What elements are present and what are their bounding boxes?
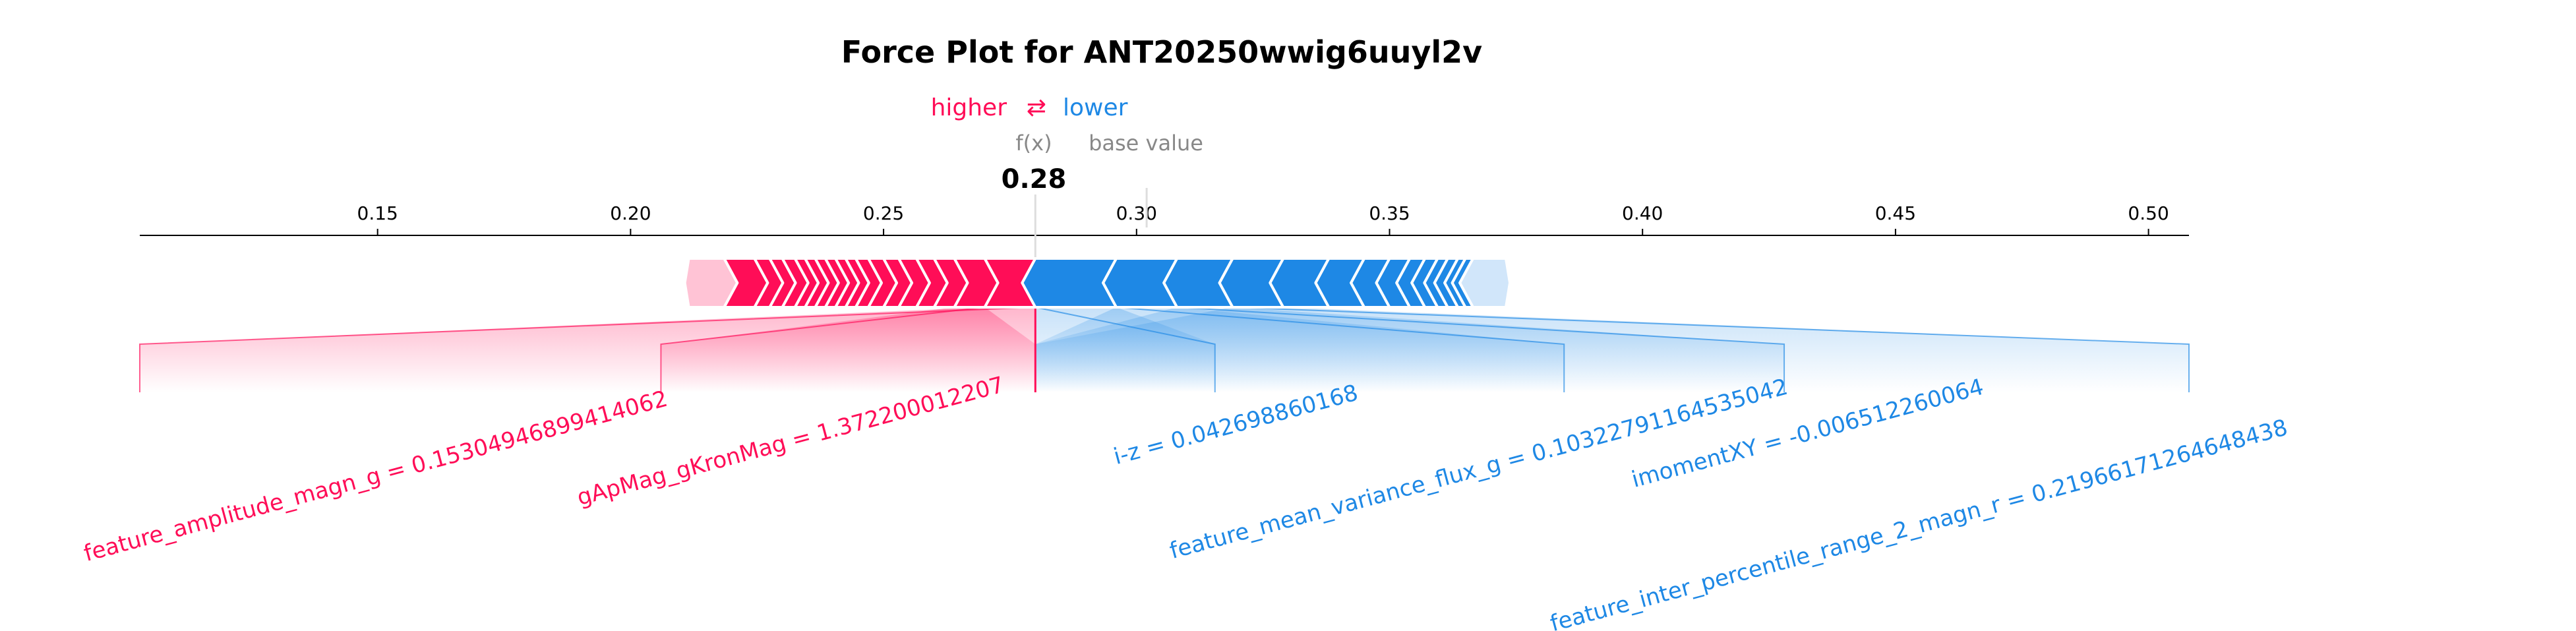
positive-feature-connector — [660, 307, 985, 392]
legend-lower: lower — [1063, 94, 1128, 121]
chart-title: Force Plot for ANT20250wwig6uuyl2v — [841, 34, 1482, 70]
base-value-label: base value — [1089, 131, 1203, 156]
x-tick-label: 0.50 — [2128, 202, 2169, 224]
x-tick-label: 0.20 — [610, 202, 651, 224]
positive-feature-area — [661, 307, 1036, 392]
negative-feature-connector — [1232, 307, 2190, 392]
legend-arrow-icon: ⇄ — [1027, 94, 1046, 121]
negative-feature-area — [1035, 307, 2189, 392]
feature-labels: feature_amplitude_magn_g = 0.15304946899… — [81, 372, 2291, 631]
feature-connectors — [139, 307, 2190, 392]
x-tick-label: 0.15 — [357, 202, 398, 224]
negative-feature-label: feature_inter_percentile_range_2_magn_r … — [1547, 414, 2291, 631]
x-tick-label: 0.25 — [863, 202, 904, 224]
legend-higher: higher — [931, 94, 1007, 121]
x-tick-label: 0.45 — [1875, 202, 1916, 224]
negative-feature-label: i-z = 0.042698860168 — [1111, 380, 1361, 470]
force-bars — [683, 257, 1511, 309]
fx-label: f(x) — [1015, 131, 1052, 156]
x-tick-label: 0.30 — [1116, 202, 1157, 224]
legend: higher ⇄ lower — [931, 94, 1128, 121]
fx-value: 0.28 — [1002, 164, 1067, 195]
positive-feature-connector — [139, 307, 1036, 392]
positive-feature-label: feature_amplitude_magn_g = 0.15304946899… — [81, 386, 671, 567]
x-axis: 0.15 0.20 0.25 0.30 0.35 0.40 0.45 0.50 — [140, 188, 2189, 258]
negative-force-bar — [1458, 257, 1511, 309]
x-tick-label: 0.40 — [1622, 202, 1663, 224]
x-tick-label: 0.35 — [1369, 202, 1410, 224]
